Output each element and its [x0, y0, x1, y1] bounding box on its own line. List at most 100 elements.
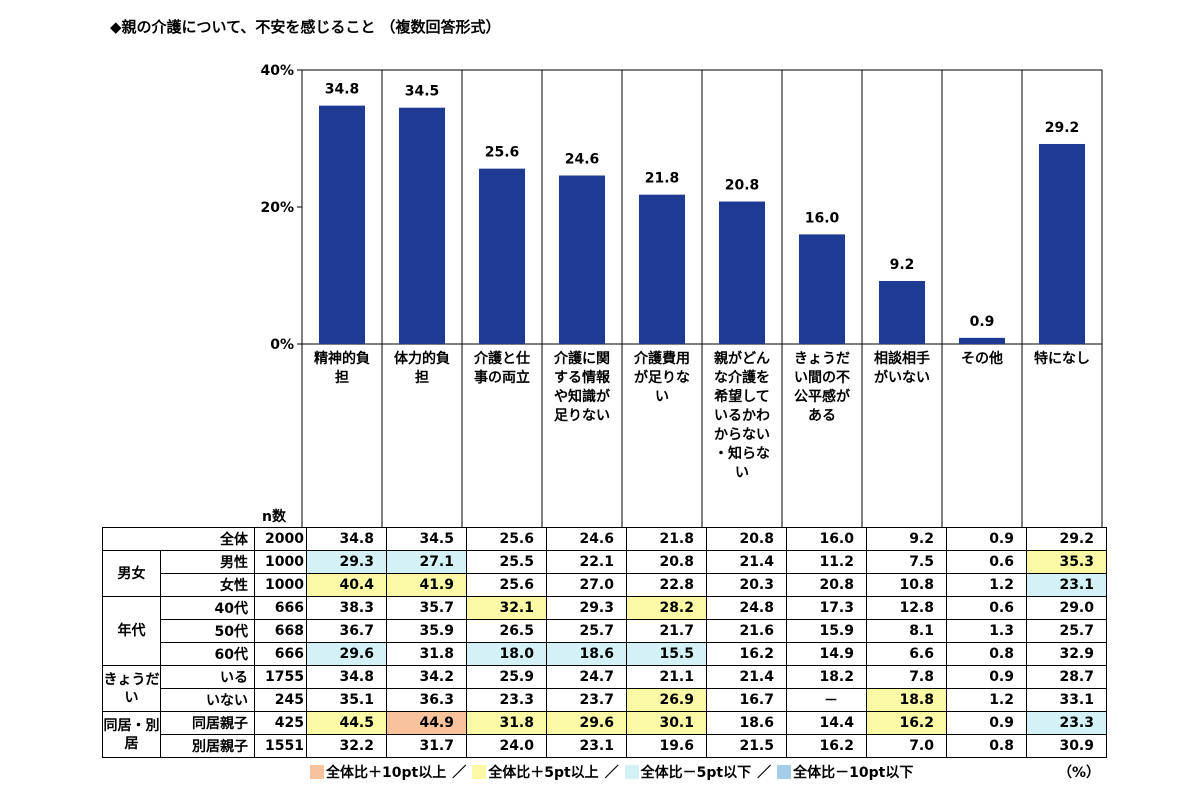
- value-cell: 22.8: [626, 573, 707, 597]
- value-cell: 24.0: [466, 734, 547, 758]
- value-cell: 24.8: [706, 596, 787, 620]
- n-cell: 666: [254, 642, 307, 666]
- value-cell: 31.8: [386, 642, 467, 666]
- value-cell: 7.5: [866, 550, 947, 574]
- value-cell: 33.1: [1026, 688, 1107, 712]
- unit-label: （%）: [1058, 765, 1101, 781]
- value-cell: 21.8: [626, 527, 707, 551]
- legend-separator: ／: [604, 765, 619, 781]
- row-label: 同居親子: [160, 711, 255, 735]
- value-cell: 15.5: [626, 642, 707, 666]
- value-cell: 23.3: [1026, 711, 1107, 735]
- bar-value-label: 21.8: [645, 171, 680, 187]
- n-header: n数: [262, 509, 286, 525]
- value-cell: 15.9: [786, 619, 867, 643]
- bar: [719, 201, 765, 344]
- value-cell: 19.6: [626, 734, 707, 758]
- bar-value-label: 9.2: [890, 257, 915, 273]
- value-cell: 23.1: [546, 734, 627, 758]
- n-cell: 666: [254, 596, 307, 620]
- value-cell: 24.7: [546, 665, 627, 689]
- chart-title: ◆親の介護について、不安を感じること （複数回答形式）: [110, 18, 501, 36]
- n-cell: 245: [254, 688, 307, 712]
- value-cell: 9.2: [866, 527, 947, 551]
- value-cell: 16.2: [866, 711, 947, 735]
- legend-swatch: [310, 765, 324, 779]
- value-cell: 29.6: [306, 642, 387, 666]
- value-cell: 28.7: [1026, 665, 1107, 689]
- bar: [879, 280, 925, 344]
- value-cell: 23.1: [1026, 573, 1107, 597]
- bar-value-label: 34.8: [325, 82, 360, 98]
- value-cell: 34.2: [386, 665, 467, 689]
- value-cell: 0.9: [946, 527, 1027, 551]
- bar: [319, 105, 365, 345]
- value-cell: 29.0: [1026, 596, 1107, 620]
- value-cell: 29.3: [546, 596, 627, 620]
- table-row: 50代 668 36.7 35.9 26.5 25.7 21.7 21.6 15.9 8.1 1.3…: [103, 619, 1107, 643]
- bar-value-label: 0.9: [970, 314, 995, 330]
- value-cell: 28.2: [626, 596, 707, 620]
- table-row: 女性 1000 40.4 41.9 25.6 27.0 22.8 20.3 20.8 10.8 1.…: [103, 573, 1107, 597]
- value-cell: 16.0: [786, 527, 867, 551]
- y-tick-label: 20%: [260, 200, 294, 216]
- value-cell: 0.6: [946, 550, 1027, 574]
- value-cell: 40.4: [306, 573, 387, 597]
- value-cell: 7.0: [866, 734, 947, 758]
- legend-swatch: [624, 765, 639, 779]
- value-cell: 31.8: [466, 711, 547, 735]
- n-cell: 668: [254, 619, 307, 643]
- legend-label: 全体比＋5pt以上: [488, 765, 599, 781]
- value-cell: 27.0: [546, 573, 627, 597]
- bar: [959, 337, 1005, 344]
- value-cell: 20.3: [706, 573, 787, 597]
- table-row: 全体 2000 34.8 34.5 25.6 24.6 21.8 20.8 16.0 9.2 0.9…: [102, 527, 1107, 551]
- value-cell: 21.4: [706, 665, 787, 689]
- value-cell: 29.2: [1026, 527, 1107, 551]
- legend-label: 全体比－10pt以下: [793, 765, 914, 781]
- row-label: 40代: [160, 596, 255, 620]
- value-cell: 44.5: [306, 711, 387, 735]
- legend-swatch: [777, 765, 792, 779]
- value-cell: 36.3: [386, 688, 467, 712]
- value-cell: 21.1: [626, 665, 707, 689]
- bar-value-label: 24.6: [565, 151, 600, 167]
- value-cell: 35.7: [386, 596, 467, 620]
- value-cell: 29.6: [546, 711, 627, 735]
- category-label: 介護費用 が足りない: [634, 351, 690, 405]
- value-cell: 25.7: [546, 619, 627, 643]
- bar-value-label: 34.5: [405, 84, 440, 100]
- legend-label: 全体比－5pt以下: [640, 765, 752, 781]
- value-cell: 20.8: [786, 573, 867, 597]
- bar: [1039, 143, 1085, 344]
- value-cell: 30.9: [1026, 734, 1107, 758]
- value-cell: 1.3: [946, 619, 1027, 643]
- row-label: 60代: [160, 642, 255, 666]
- n-cell: 1551: [254, 734, 307, 758]
- row-label: 全体: [102, 527, 255, 551]
- value-cell: 23.7: [546, 688, 627, 712]
- value-cell: 1.2: [946, 688, 1027, 712]
- value-cell: 35.9: [386, 619, 467, 643]
- bar-value-label: 25.6: [485, 145, 520, 161]
- table-row: 別居親子 1551 32.2 31.7 24.0 23.1 19.6 21.5 16.2 7.0 0…: [103, 734, 1107, 758]
- table-row: いない 245 35.1 36.3 23.3 23.7 26.9 16.7 － 18.8 1.2 33…: [103, 688, 1107, 712]
- n-cell: 2000: [254, 527, 307, 551]
- value-cell: 18.0: [466, 642, 547, 666]
- row-label: 別居親子: [160, 734, 255, 758]
- value-cell: 10.8: [866, 573, 947, 597]
- table-row: きょうだい いる 1755 34.8 34.2 25.9 24.7 21.1 21.4 18.2 7…: [102, 665, 1107, 712]
- bar-value-label: 20.8: [725, 178, 760, 194]
- value-cell: 21.6: [706, 619, 787, 643]
- value-cell: 22.1: [546, 550, 627, 574]
- value-cell: 26.9: [626, 688, 707, 712]
- bar: [799, 234, 845, 344]
- bar-value-label: 16.0: [805, 210, 840, 226]
- n-cell: 1755: [254, 665, 307, 689]
- value-cell: 38.3: [306, 596, 387, 620]
- value-cell: 18.2: [786, 665, 867, 689]
- category-label: 相談相手 がいない: [874, 351, 930, 386]
- value-cell: 27.1: [386, 550, 467, 574]
- bar-value-label: 29.2: [1045, 120, 1080, 136]
- category-label: 体力的負担: [394, 351, 450, 386]
